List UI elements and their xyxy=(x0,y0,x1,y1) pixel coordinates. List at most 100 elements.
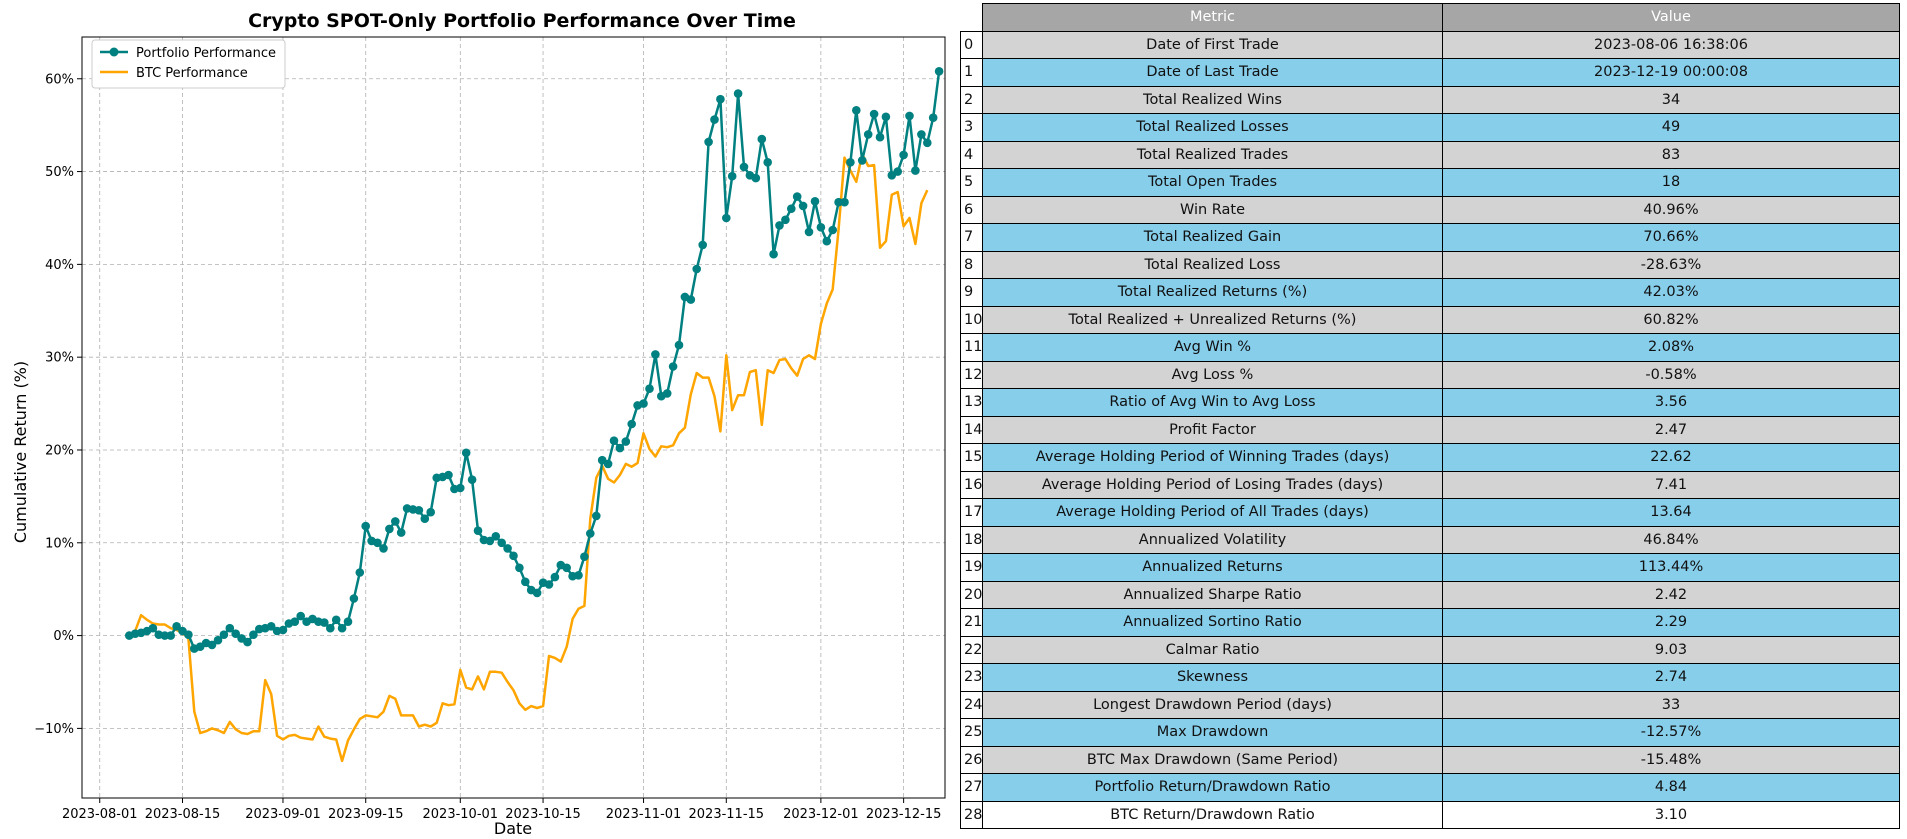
x-tick-label: 2023-08-15 xyxy=(145,807,221,822)
metric-cell: Ratio of Avg Win to Avg Loss xyxy=(982,388,1443,417)
metric-cell: Annualized Sharpe Ratio xyxy=(982,580,1443,609)
portfolio-performance-point xyxy=(592,511,601,521)
table-row: 1 Date of Last Trade 2023-12-19 00:00:08 xyxy=(960,58,1900,87)
table-row: 22 Calmar Ratio 9.03 xyxy=(960,635,1900,664)
portfolio-performance-point xyxy=(213,635,223,645)
value-cell: 83 xyxy=(1442,140,1900,169)
portfolio-performance-point xyxy=(444,470,453,480)
portfolio-performance-point xyxy=(923,138,932,148)
row-index: 10 xyxy=(960,305,983,334)
portfolio-performance-point xyxy=(521,577,530,587)
chart-title: Crypto SPOT-Only Portfolio Performance O… xyxy=(248,10,796,32)
portfolio-performance-point xyxy=(787,204,796,213)
plot-frame xyxy=(81,36,946,799)
portfolio-performance-point xyxy=(722,213,731,223)
y-tick-label: 30% xyxy=(45,351,74,366)
btc-performance-line xyxy=(128,152,929,763)
value-cell: 2.08% xyxy=(1442,333,1900,362)
metric-cell: Total Realized + Unrealized Returns (%) xyxy=(982,305,1443,334)
portfolio-performance-point xyxy=(651,350,660,359)
value-cell: 7.41 xyxy=(1442,470,1900,499)
table-row: 25 Max Drawdown -12.57% xyxy=(960,718,1900,747)
value-cell: 3.56 xyxy=(1442,388,1900,417)
value-cell: 3.10 xyxy=(1442,800,1900,829)
y-tick-label: −10% xyxy=(34,722,74,737)
metric-cell: Annualized Volatility xyxy=(982,525,1443,554)
row-index: 25 xyxy=(960,718,983,747)
row-index: 17 xyxy=(960,498,983,527)
portfolio-performance-point xyxy=(550,572,560,582)
portfolio-performance-point xyxy=(852,106,861,115)
x-tick-label: 2023-10-15 xyxy=(505,807,581,822)
portfolio-performance-point xyxy=(899,150,908,160)
portfolio-performance-point xyxy=(716,94,725,104)
table-header-row: Metric Value xyxy=(960,3,1900,32)
portfolio-performance-point xyxy=(532,588,542,598)
portfolio-performance-point xyxy=(296,611,306,621)
portfolio-performance-point xyxy=(911,166,920,175)
portfolio-performance-point xyxy=(580,552,589,561)
row-index: 19 xyxy=(960,553,983,582)
portfolio-performance-point xyxy=(881,112,891,122)
portfolio-performance-point xyxy=(686,295,696,304)
table-row: 23 Skewness 2.74 xyxy=(960,663,1900,692)
portfolio-performance-point xyxy=(733,89,743,98)
row-index: 15 xyxy=(960,443,983,472)
portfolio-performance-point xyxy=(207,640,217,650)
metric-cell: Calmar Ratio xyxy=(982,635,1443,664)
metric-cell: Total Realized Trades xyxy=(982,140,1443,169)
metric-cell: Total Open Trades xyxy=(982,168,1443,197)
row-index: 26 xyxy=(960,745,983,774)
row-index: 4 xyxy=(960,140,983,169)
table-row: 21 Annualized Sortino Ratio 2.29 xyxy=(960,608,1900,637)
portfolio-performance-point xyxy=(461,448,471,458)
portfolio-performance-point xyxy=(627,419,636,429)
axes: −10% 0% 10% 20% 30% 40% 50% 60% 2023-08-01 2023-0… xyxy=(34,72,941,822)
portfolio-performance-point xyxy=(172,622,181,631)
metric-cell: Total Realized Loss xyxy=(982,250,1443,279)
metric-cell: BTC Max Drawdown (Same Period) xyxy=(982,745,1443,774)
row-index: 2 xyxy=(960,85,983,114)
portfolio-performance-point xyxy=(810,197,820,206)
table-row: 12 Avg Loss % -0.58% xyxy=(960,360,1900,389)
legend-portfolio-marker xyxy=(109,47,119,57)
portfolio-performance-point xyxy=(509,551,518,561)
portfolio-performance-point xyxy=(757,134,767,144)
portfolio-performance-point xyxy=(586,529,595,538)
portfolio-performance-point xyxy=(184,630,193,639)
y-tick-label: 40% xyxy=(45,258,74,273)
legend-portfolio-label: Portfolio Performance xyxy=(136,46,276,61)
table-row: 9 Total Realized Returns (%) 42.03% xyxy=(960,278,1900,307)
legend-btc-label: BTC Performance xyxy=(136,66,248,81)
portfolio-performance-point xyxy=(781,215,790,225)
y-tick-label: 20% xyxy=(45,443,74,458)
row-index: 11 xyxy=(960,333,983,362)
table-row: 2 Total Realized Wins 34 xyxy=(960,85,1900,114)
value-cell: 49 xyxy=(1442,113,1900,142)
portfolio-performance-point xyxy=(391,517,400,526)
value-header: Value xyxy=(1442,3,1900,32)
portfolio-performance-point xyxy=(373,538,382,548)
value-cell: 18 xyxy=(1442,168,1900,197)
portfolio-performance-point xyxy=(320,618,329,627)
portfolio-performance-point xyxy=(456,483,465,493)
x-axis-label: Date xyxy=(494,819,532,838)
portfolio-performance-point xyxy=(515,563,524,573)
table-row: 28 BTC Return/Drawdown Ratio 3.10 xyxy=(960,800,1900,829)
portfolio-performance-point xyxy=(355,568,365,577)
portfolio-performance-point xyxy=(875,132,885,142)
x-tick-label: 2023-09-01 xyxy=(245,807,321,822)
value-cell: 9.03 xyxy=(1442,635,1900,664)
metrics-table: Metric Value 0 Date of First Trade 2023-08… xyxy=(960,3,1900,829)
table-row: 20 Annualized Sharpe Ratio 2.42 xyxy=(960,580,1900,609)
portfolio-performance-point xyxy=(692,264,701,274)
portfolio-performance-point xyxy=(775,221,784,230)
value-cell: 2.74 xyxy=(1442,663,1900,692)
portfolio-performance-point xyxy=(361,521,371,531)
portfolio-performance-point xyxy=(934,67,944,76)
metric-cell: Annualized Sortino Ratio xyxy=(982,608,1443,637)
portfolio-performance-point xyxy=(326,623,335,633)
metric-cell: Profit Factor xyxy=(982,415,1443,444)
portfolio-performance-point xyxy=(574,571,583,580)
y-tick-label: 60% xyxy=(45,72,74,87)
